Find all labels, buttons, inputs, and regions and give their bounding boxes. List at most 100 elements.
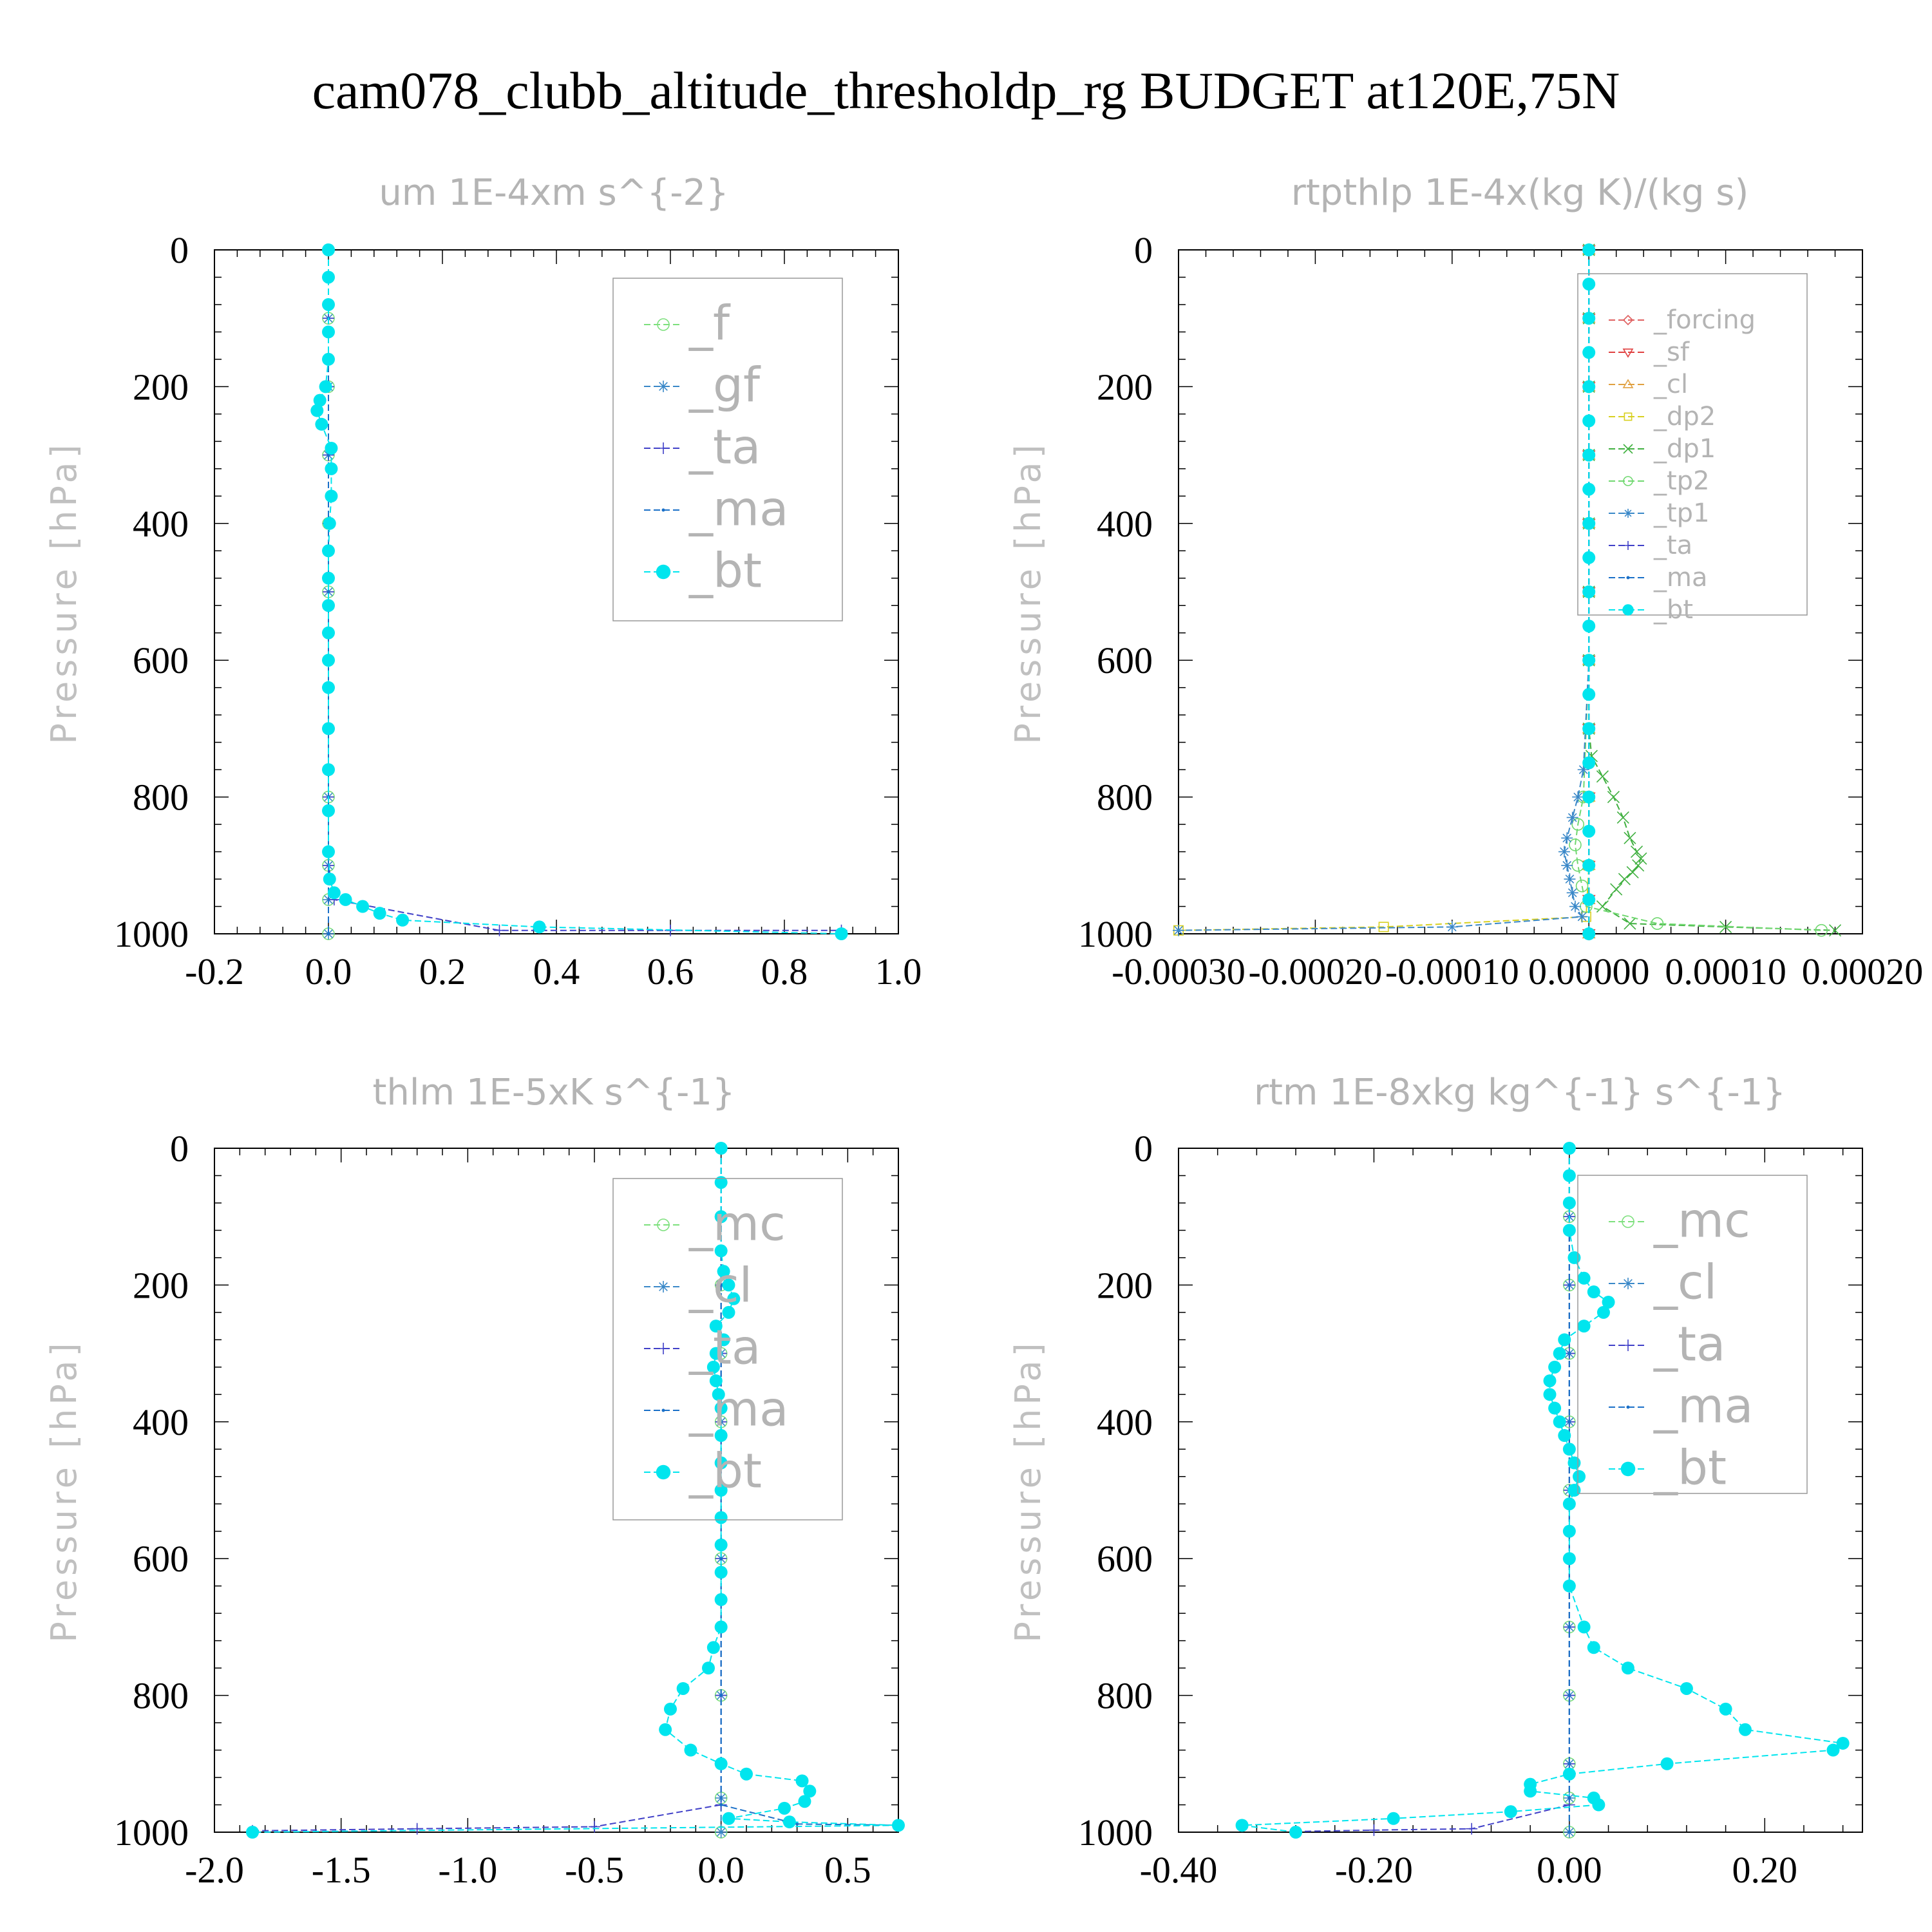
data-point: [1446, 921, 1458, 933]
data-point: [1582, 858, 1596, 872]
data-point: [706, 1360, 720, 1374]
series-line: [252, 1148, 722, 1832]
data-point: [1582, 756, 1596, 770]
data-point: [1558, 1333, 1571, 1347]
data-point: [356, 900, 370, 913]
data-point: [1562, 1767, 1576, 1781]
data-point: [1571, 818, 1585, 831]
data-point: [1553, 1347, 1566, 1360]
data-point: [714, 1511, 728, 1524]
legend-label: _ma: [688, 482, 788, 537]
data-point: [1616, 811, 1629, 824]
y-axis-label: Pressure [hPa]: [1008, 1339, 1048, 1642]
panel-title: rtpthlp 1E-4x(kg K)/(kg s): [1291, 172, 1749, 214]
x-tick-label: 0.0: [697, 1849, 744, 1891]
y-tick-label: 600: [133, 1538, 189, 1580]
y-tick-label: 1000: [114, 1812, 189, 1853]
legend-label: _bt: [688, 1444, 762, 1499]
y-tick-label: 0: [170, 229, 189, 271]
data-point: [782, 1815, 796, 1829]
series-area: [1173, 243, 1842, 941]
data-point: [1558, 846, 1570, 858]
x-tick-label: -0.20: [1335, 1849, 1413, 1891]
data-point: [1582, 654, 1596, 667]
legend-item-sf: _sf: [1609, 337, 1690, 367]
data-point: [1582, 790, 1596, 804]
legend-item-ta: _ta: [1609, 531, 1692, 560]
data-point: [1548, 1360, 1562, 1374]
data-point: [1582, 585, 1596, 598]
data-point: [1567, 1283, 1571, 1287]
data-point: [1562, 1169, 1576, 1182]
panel-rtm: rtm 1E-8xkg kg^{-1} s^{-1} Pressure [hPa…: [1008, 1072, 1863, 1891]
legend-item-bt: _bt: [1609, 595, 1693, 625]
data-point: [1610, 883, 1623, 896]
tick-marks: [1178, 1148, 1862, 1833]
data-point: [719, 1694, 723, 1698]
data-point: [1566, 811, 1578, 824]
data-point: [1596, 900, 1609, 913]
data-point: [1562, 1224, 1576, 1237]
legend-label: _cl: [1653, 370, 1688, 399]
data-point: [1543, 1388, 1557, 1401]
data-point: [1582, 927, 1596, 940]
legend: _forcing_sf _cl _dp2 _dp1_tp2_tp1 _ta _ma _bt: [1577, 273, 1808, 625]
data-point: [778, 1801, 791, 1815]
legend-item-ma: _ma: [644, 482, 788, 537]
data-point: [1828, 924, 1842, 937]
legend-item-bt: _bt: [644, 544, 762, 599]
data-point: [714, 1142, 728, 1155]
data-point: [714, 1176, 728, 1189]
legend-item-cl: _cl: [1609, 1255, 1717, 1311]
data-point: [1651, 917, 1664, 930]
data-point: [1566, 887, 1578, 899]
series-line: [1178, 250, 1590, 931]
data-point: [1582, 722, 1596, 735]
data-point: [795, 1774, 809, 1788]
data-point: [327, 886, 341, 900]
legend: _f _gf _ta _ma _bt: [612, 278, 843, 621]
data-point: [1569, 838, 1582, 851]
y-tick-label: 200: [133, 366, 189, 408]
legend: _mc _cl _ta _ma _bt: [612, 1178, 843, 1520]
series-bt: [246, 1142, 905, 1839]
legend-item-bt: _bt: [644, 1444, 762, 1499]
legend-label: _ta: [688, 420, 761, 475]
data-point: [493, 924, 506, 936]
data-point: [325, 441, 338, 455]
data-point: [1582, 414, 1596, 428]
data-point: [1582, 312, 1596, 325]
x-tick-label: -0.00010: [1385, 951, 1519, 992]
data-point: [664, 1702, 677, 1716]
data-point: [411, 1823, 423, 1835]
y-axis-label: Pressure [hPa]: [1008, 440, 1048, 744]
y-tick-label: 0: [1134, 1128, 1153, 1170]
series-tp1: [1173, 244, 1595, 936]
series-dp1: [1582, 243, 1842, 937]
data-point: [1569, 900, 1581, 913]
plot-frame: [214, 1148, 899, 1833]
data-point: [1719, 920, 1732, 933]
x-tick-label: 0.00000: [1528, 951, 1650, 992]
data-point: [1592, 1798, 1605, 1812]
legend-item-ma: _ma: [644, 1382, 788, 1437]
data-point: [327, 932, 330, 936]
data-point: [1577, 764, 1589, 776]
data-point: [1596, 1305, 1610, 1319]
legend-label: _tp2: [1653, 466, 1710, 496]
data-point: [396, 913, 410, 927]
data-point: [1618, 873, 1631, 886]
data-point: [322, 763, 335, 777]
data-point: [1562, 1196, 1576, 1209]
legend: _mc _cl _ta _ma _bt: [1577, 1175, 1808, 1496]
data-point: [709, 1320, 723, 1333]
data-point: [1562, 1497, 1576, 1511]
legend-label: _bt: [688, 544, 762, 599]
data-point: [1576, 911, 1588, 923]
y-tick-label: 1000: [1078, 1812, 1153, 1853]
series-ta: [323, 244, 848, 936]
data-point: [327, 590, 330, 594]
legend-label: _ta: [688, 1320, 761, 1376]
y-tick-label: 200: [133, 1264, 189, 1306]
data-point: [1524, 1785, 1537, 1798]
